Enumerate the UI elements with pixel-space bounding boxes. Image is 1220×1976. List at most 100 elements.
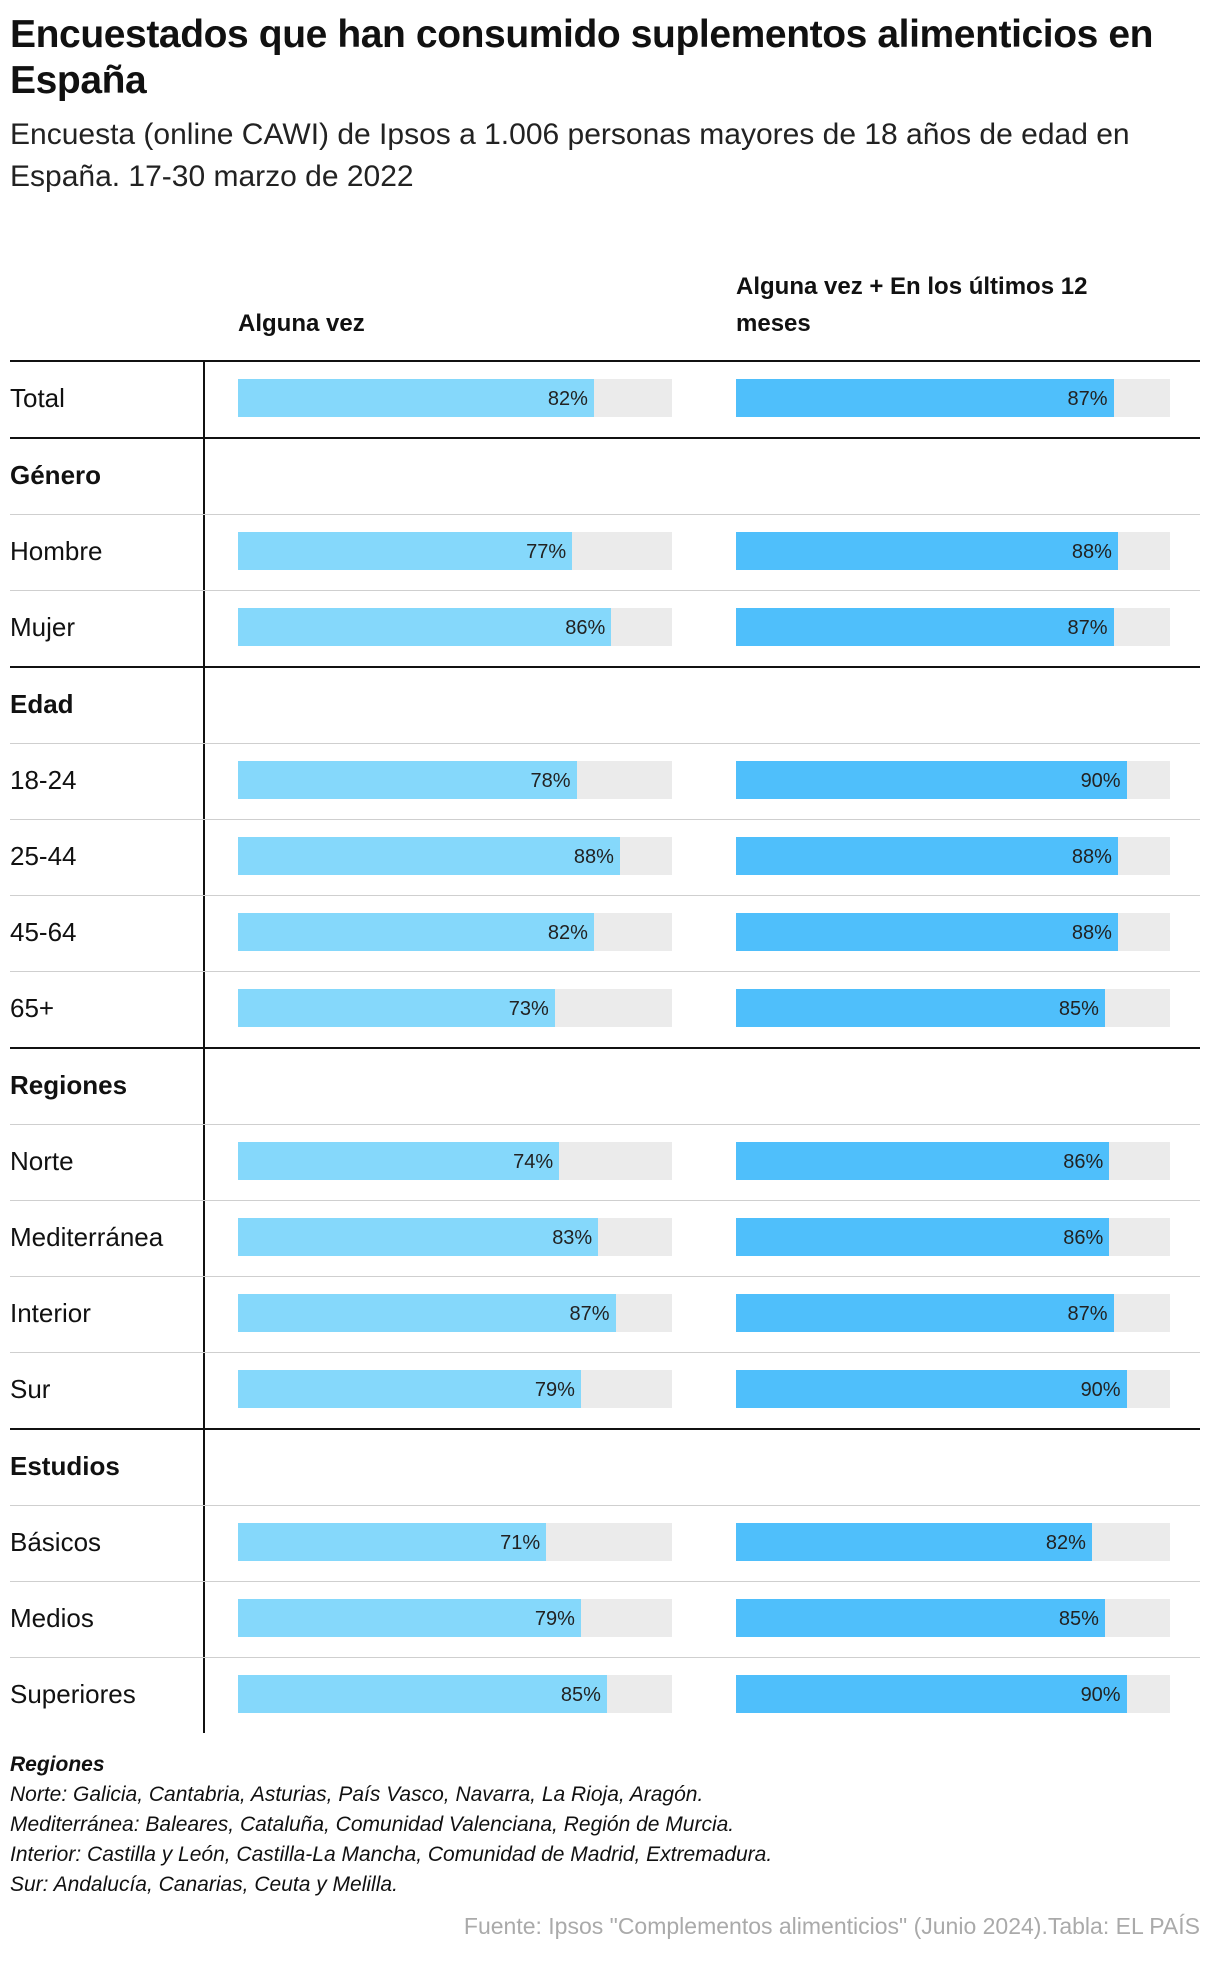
row-label: 25-44 <box>10 841 77 871</box>
bar-interior-alguna-vez <box>238 1294 616 1332</box>
column-divider <box>203 820 205 895</box>
bar-track: 90% <box>736 761 1170 799</box>
bar-norte-ultimos-12-meses <box>736 1142 1110 1180</box>
group-row-edad: Edad <box>10 668 1200 744</box>
bar-track: 71% <box>238 1523 672 1561</box>
bar-value-label: 88% <box>1071 541 1112 563</box>
row-label: Hombre <box>10 536 103 566</box>
bar-18-24-ultimos-12-meses <box>736 761 1127 799</box>
bar-value-label: 85% <box>1058 1608 1099 1630</box>
table-row-45-64: 45-64 82% 88% <box>10 896 1200 972</box>
bar-track: 88% <box>736 913 1170 951</box>
row-label: Medios <box>10 1603 94 1633</box>
bar-value-label: 83% <box>552 1227 593 1249</box>
column-divider <box>203 1658 205 1733</box>
bar-track: 88% <box>736 532 1170 570</box>
bar-medios-alguna-vez <box>238 1599 581 1637</box>
bar-value-label: 88% <box>1071 846 1112 868</box>
bar-track: 87% <box>736 379 1170 417</box>
row-label: 18-24 <box>10 765 77 795</box>
column-divider <box>203 1201 205 1276</box>
group-row-estudios: Estudios <box>10 1430 1200 1506</box>
notes-line-sur: Sur: Andalucía, Canarias, Ceuta y Melill… <box>10 1873 398 1896</box>
bar-interior-ultimos-12-meses <box>736 1294 1114 1332</box>
bar-18-24-alguna-vez <box>238 761 577 799</box>
bar-track: 86% <box>238 608 672 646</box>
bar-value-label: 87% <box>1067 388 1108 410</box>
column-divider <box>203 439 205 514</box>
bar-value-label: 90% <box>1080 1684 1121 1706</box>
bar-value-label: 82% <box>547 388 588 410</box>
source-credit: Fuente: Ipsos "Complementos alimenticios… <box>463 1913 1200 1939</box>
bar-hombre-alguna-vez <box>238 532 573 570</box>
bar-track: 85% <box>238 1675 672 1713</box>
table-row-medios: Medios 79% 85% <box>10 1582 1200 1658</box>
group-label: Edad <box>10 689 74 719</box>
bar-45-64-ultimos-12-meses <box>736 913 1118 951</box>
bar-track: 83% <box>238 1218 672 1256</box>
row-label: 45-64 <box>10 917 77 947</box>
column-header-ultimos-12-meses: Alguna vez + En los últimos 12 meses <box>736 273 1088 337</box>
chart-header: Encuestados que han consumido suplemento… <box>10 12 1200 198</box>
table-row-basicos: Básicos 71% 82% <box>10 1506 1200 1582</box>
bar-table: Alguna vez Alguna vez + En los últimos 1… <box>10 260 1200 1733</box>
column-divider <box>203 591 205 666</box>
bar-track: 79% <box>238 1599 672 1637</box>
group-row-genero: Género <box>10 439 1200 515</box>
bar-basicos-ultimos-12-meses <box>736 1523 1092 1561</box>
group-row-regiones: Regiones <box>10 1049 1200 1125</box>
bar-superiores-alguna-vez <box>238 1675 607 1713</box>
column-divider <box>203 1277 205 1352</box>
bar-value-label: 78% <box>530 770 571 792</box>
group-label: Estudios <box>10 1451 120 1481</box>
table-row-mujer: Mujer 86% 87% <box>10 591 1200 668</box>
bar-track: 78% <box>238 761 672 799</box>
bar-sur-alguna-vez <box>238 1370 581 1408</box>
table-row-mediterranea: Mediterránea 83% 86% <box>10 1201 1200 1277</box>
chart-title: Encuestados que han consumido suplemento… <box>10 13 1154 102</box>
row-label: Superiores <box>10 1679 136 1709</box>
bar-mediterranea-ultimos-12-meses <box>736 1218 1110 1256</box>
bar-basicos-alguna-vez <box>238 1523 547 1561</box>
bar-track: 82% <box>238 913 672 951</box>
bar-track: 88% <box>736 837 1170 875</box>
notes-line-mediterranea: Mediterránea: Baleares, Cataluña, Comuni… <box>10 1813 735 1836</box>
column-divider <box>203 1430 205 1505</box>
notes-line-norte: Norte: Galicia, Cantabria, Asturias, Paí… <box>10 1783 704 1806</box>
bar-medios-ultimos-12-meses <box>736 1599 1105 1637</box>
row-label: Norte <box>10 1146 74 1176</box>
bar-value-label: 90% <box>1080 1379 1121 1401</box>
bar-track: 79% <box>238 1370 672 1408</box>
notes-line-interior: Interior: Castilla y León, Castilla-La M… <box>10 1843 773 1866</box>
bar-track: 74% <box>238 1142 672 1180</box>
bar-value-label: 71% <box>500 1532 541 1554</box>
bar-65-ultimos-12-meses <box>736 989 1105 1027</box>
bar-value-label: 86% <box>565 617 606 639</box>
bar-hombre-ultimos-12-meses <box>736 532 1118 570</box>
column-divider <box>203 1582 205 1657</box>
column-divider <box>203 896 205 971</box>
bar-mujer-ultimos-12-meses <box>736 608 1114 646</box>
bar-45-64-alguna-vez <box>238 913 594 951</box>
bar-value-label: 90% <box>1080 770 1121 792</box>
bar-value-label: 88% <box>1071 922 1112 944</box>
bar-sur-ultimos-12-meses <box>736 1370 1127 1408</box>
bar-value-label: 88% <box>573 846 614 868</box>
bar-value-label: 87% <box>1067 1303 1108 1325</box>
bar-track: 87% <box>736 608 1170 646</box>
bar-25-44-alguna-vez <box>238 837 620 875</box>
column-divider <box>203 972 205 1047</box>
bar-value-label: 77% <box>526 541 567 563</box>
bar-25-44-ultimos-12-meses <box>736 837 1118 875</box>
bar-value-label: 79% <box>534 1379 575 1401</box>
column-divider <box>203 1506 205 1581</box>
column-divider <box>203 1125 205 1200</box>
bar-total-alguna-vez <box>238 379 594 417</box>
bar-value-label: 86% <box>1063 1151 1104 1173</box>
group-label: Género <box>10 460 102 490</box>
group-label: Regiones <box>10 1070 128 1100</box>
bar-total-ultimos-12-meses <box>736 379 1114 417</box>
row-label: Mujer <box>10 612 76 642</box>
table-row-sur: Sur 79% 90% <box>10 1353 1200 1430</box>
bar-value-label: 87% <box>569 1303 610 1325</box>
